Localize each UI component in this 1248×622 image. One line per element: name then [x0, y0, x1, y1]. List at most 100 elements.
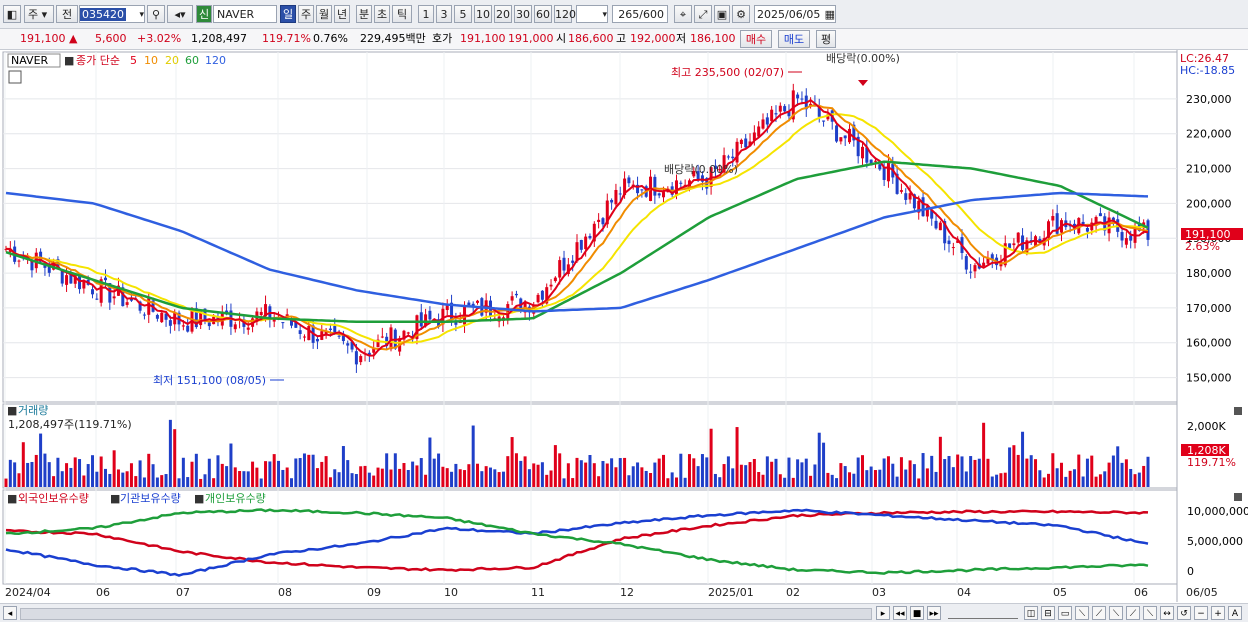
count-1[interactable]: 1	[418, 5, 434, 23]
tool1-icon[interactable]: ⟍	[1075, 606, 1089, 620]
market-select[interactable]: 주 ▾	[24, 5, 54, 23]
candle-body	[116, 285, 120, 296]
stop-icon[interactable]: ■	[910, 606, 924, 620]
candle-body	[1090, 222, 1094, 231]
candle-body	[791, 90, 795, 120]
tool2-icon[interactable]: ⟋	[1092, 606, 1106, 620]
volume-bar	[372, 475, 376, 487]
volume-bar	[696, 466, 700, 487]
layout-icon[interactable]: ⊟	[1041, 606, 1055, 620]
candle-body	[1094, 216, 1098, 226]
candle-body	[575, 242, 579, 262]
eval-button[interactable]: 평	[816, 30, 836, 48]
range-field[interactable]: 265/600	[612, 5, 668, 23]
period-tick[interactable]: 틱	[392, 5, 412, 23]
tool5-icon[interactable]: ⟍	[1143, 606, 1157, 620]
period-week[interactable]: 주	[298, 5, 314, 23]
screen-icon[interactable]: ▭	[1058, 606, 1072, 620]
volume-bar	[514, 453, 518, 487]
search-icon[interactable]: ⚲	[147, 5, 165, 23]
buy-button[interactable]: 매수	[740, 30, 772, 48]
volume-bar	[1103, 471, 1107, 487]
volume-bar	[380, 468, 384, 487]
volume-bar	[203, 474, 207, 487]
period-year[interactable]: 년	[334, 5, 350, 23]
candle-body	[852, 124, 856, 141]
candle-body	[367, 352, 371, 355]
volume-bar	[1051, 453, 1055, 487]
stock-name-field[interactable]: NAVER	[213, 5, 277, 23]
chart-svg[interactable]: NAVER ■ 종가 단순 5 10 20 60 120 LC:26.47 HC…	[0, 50, 1248, 602]
candle-body	[437, 319, 441, 327]
period-month[interactable]: 월	[316, 5, 332, 23]
candle-body	[856, 136, 860, 157]
candle-body	[653, 176, 657, 196]
volume-bar	[52, 476, 56, 487]
candle-body	[865, 147, 869, 163]
open-label: 시	[556, 32, 567, 45]
zoom-in-icon[interactable]: +	[1211, 606, 1225, 620]
first-icon[interactable]: ◂◂	[893, 606, 907, 620]
date-field[interactable]: 2025/06/05 ▦	[754, 5, 836, 23]
candle-body	[281, 322, 285, 324]
sound-icon[interactable]: ◂▾	[167, 5, 193, 23]
volume-bar	[1047, 473, 1051, 487]
candle-body	[78, 276, 82, 290]
chart-area[interactable]: NAVER ■ 종가 단순 5 10 20 60 120 LC:26.47 HC…	[0, 50, 1248, 602]
save-icon[interactable]: ▣	[714, 5, 730, 23]
volume-bar	[895, 476, 899, 487]
volume-bar	[510, 437, 514, 487]
code-input[interactable]: 035420 ▾	[79, 5, 145, 23]
candle-body	[402, 330, 406, 340]
period-day[interactable]: 일	[280, 5, 296, 23]
scroll-left-icon[interactable]: ◂	[3, 606, 17, 620]
zoom-slider[interactable]	[948, 608, 1018, 619]
font-icon[interactable]: A	[1228, 606, 1242, 620]
volume-bar	[393, 453, 397, 487]
count-3[interactable]: 3	[436, 5, 452, 23]
tool4-icon[interactable]: ⟋	[1126, 606, 1140, 620]
holding-icon: ■	[7, 492, 17, 505]
window-icon[interactable]: ◧	[3, 5, 21, 23]
count-10[interactable]: 10	[474, 5, 492, 23]
count-5[interactable]: 5	[454, 5, 472, 23]
draw-icon[interactable]: ⤢	[694, 5, 712, 23]
volume-bar	[47, 462, 51, 487]
name-box-label: NAVER	[11, 54, 49, 67]
period-minute[interactable]: 분	[356, 5, 372, 23]
volume-bar	[757, 472, 761, 487]
period-second[interactable]: 초	[374, 5, 390, 23]
tool6-icon[interactable]: ↔	[1160, 606, 1174, 620]
count-120[interactable]: 120	[554, 5, 576, 23]
sell-button[interactable]: 매도	[778, 30, 810, 48]
volume-bar	[1055, 468, 1059, 487]
reset-icon[interactable]: ↺	[1177, 606, 1191, 620]
candle-body	[718, 169, 722, 171]
custom-count-input[interactable]: ▾	[576, 5, 608, 23]
count-30[interactable]: 30	[514, 5, 532, 23]
volume-bar	[1003, 472, 1007, 487]
volume-bar	[1085, 458, 1089, 487]
volume-bar	[761, 474, 765, 487]
zoom-out-icon[interactable]: −	[1194, 606, 1208, 620]
period-type-select[interactable]: 전	[56, 5, 78, 23]
volume-bar	[925, 468, 929, 487]
candle-body	[181, 325, 185, 327]
indicator-icon[interactable]: ⌖	[674, 5, 692, 23]
volume-bar	[497, 472, 501, 487]
gear-icon[interactable]: ⚙	[732, 5, 750, 23]
scrollbar[interactable]: ◂ ▸ ◂◂ ■ ▸▸ ◫ ⊟ ▭ ⟍ ⟋ ⟍ ⟋ ⟍ ↔ ↺ − + A	[0, 603, 1248, 622]
legend-ma10: 10	[144, 54, 158, 67]
volume-bar	[787, 457, 791, 487]
count-20[interactable]: 20	[494, 5, 512, 23]
candle-body	[783, 106, 787, 112]
volume-bar	[592, 463, 596, 487]
scroll-right-icon[interactable]: ▸	[876, 606, 890, 620]
tool3-icon[interactable]: ⟍	[1109, 606, 1123, 620]
count-60[interactable]: 60	[534, 5, 552, 23]
volume-bar	[454, 463, 458, 487]
candle-body	[428, 310, 432, 320]
last-icon[interactable]: ▸▸	[927, 606, 941, 620]
zoom-icon[interactable]: ◫	[1024, 606, 1038, 620]
scroll-track[interactable]	[20, 608, 872, 620]
